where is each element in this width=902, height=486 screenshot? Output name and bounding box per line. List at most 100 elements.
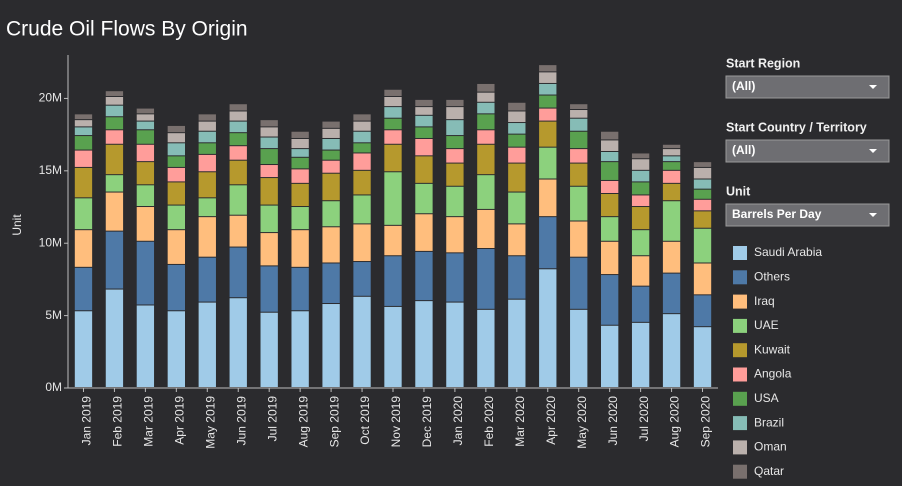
bar-segment	[570, 110, 588, 118]
bar-segment	[136, 185, 155, 207]
bar-segment	[631, 256, 650, 286]
bar-segment	[446, 136, 464, 149]
bar-segment	[446, 163, 464, 186]
bar-segment	[631, 230, 650, 256]
legend-swatch	[733, 440, 747, 455]
bar-segment	[74, 267, 93, 311]
dropdown[interactable]: (All)	[725, 139, 890, 163]
bar-segment	[291, 183, 309, 207]
bar-segment	[662, 314, 681, 387]
filter-label: Start Country / Territory	[726, 120, 867, 134]
bar-segment	[229, 185, 247, 215]
bar-segment	[353, 170, 371, 195]
bar-segment	[353, 114, 371, 121]
bar-segment	[229, 160, 247, 185]
bar-segment	[384, 225, 402, 256]
bar-segment	[477, 309, 495, 387]
dropdown-box	[725, 139, 890, 163]
bar-segment	[229, 111, 247, 121]
x-tick-label: Feb 2019	[111, 396, 125, 447]
bar-segment	[477, 130, 495, 144]
bar-segment	[136, 207, 155, 241]
bar-segment	[415, 127, 433, 138]
bar-segment	[446, 149, 464, 163]
bar-segment	[384, 172, 402, 225]
filter-label: Start Region	[726, 56, 800, 70]
bar-segment	[74, 198, 93, 230]
x-tick-label: Oct 2019	[358, 396, 372, 445]
bar-segment	[384, 256, 402, 306]
bar-segment	[662, 144, 681, 149]
bar-segment	[291, 157, 309, 169]
bar-segment	[105, 105, 124, 117]
bar-segment	[601, 140, 619, 152]
bar-segment	[105, 91, 124, 96]
dropdown-value: (All)	[732, 79, 755, 93]
bar-segment	[693, 162, 712, 167]
legend-swatch	[733, 246, 747, 260]
bar-segment	[136, 114, 155, 121]
x-tick-label: Aug 2019	[296, 396, 310, 448]
bar-segment	[198, 302, 216, 387]
bar-segment	[105, 96, 124, 105]
bar-segment	[105, 130, 124, 144]
bar-segment	[229, 104, 247, 111]
bar-segment	[601, 325, 619, 387]
x-tick-label: Aug 2020	[668, 396, 682, 448]
bar-segment	[291, 138, 309, 149]
bar-segment	[477, 209, 495, 249]
bar-segment	[167, 167, 185, 182]
dropdown[interactable]: (All)	[725, 75, 890, 99]
legend-label: Oman	[754, 440, 787, 454]
bar-segment	[415, 107, 433, 115]
x-tick-label: Jul 2019	[265, 396, 279, 442]
bar-segment	[353, 262, 371, 296]
bar-segment	[570, 149, 588, 163]
legend-label: Kuwait	[754, 342, 791, 356]
y-tick-label: 20M	[39, 91, 62, 105]
bar-segment	[105, 117, 124, 130]
bar-segment	[539, 83, 557, 95]
dropdown-value: (All)	[732, 143, 755, 157]
bar-segment	[322, 227, 340, 263]
y-axis-label: Unit	[10, 214, 24, 236]
bar-segment	[631, 286, 650, 322]
bar-segment	[167, 182, 185, 205]
bar-segment	[198, 143, 216, 154]
bar-segment	[260, 178, 278, 205]
bar-segment	[229, 298, 247, 387]
bar-segment	[136, 241, 155, 305]
dropdown-arrow	[869, 85, 877, 89]
bar-segment	[136, 162, 155, 185]
bar-segment	[539, 95, 557, 108]
bar-segment	[601, 193, 619, 217]
bar-segment	[74, 311, 93, 387]
x-tick-label: Feb 2020	[482, 396, 496, 447]
bar-segment	[477, 249, 495, 309]
bar-segment	[631, 207, 650, 230]
bar-segment	[229, 121, 247, 133]
bar-segment	[322, 304, 340, 387]
bar-segment	[353, 224, 371, 262]
x-tick-label: Dec 2019	[420, 396, 434, 448]
bar-segment	[446, 120, 464, 136]
bar-segment	[167, 143, 185, 156]
bar-segment	[384, 130, 402, 144]
bar-segment	[508, 299, 526, 387]
bar-segment	[601, 275, 619, 325]
bar-segment	[260, 127, 278, 137]
bar-segment	[105, 192, 124, 231]
bar-segment	[446, 302, 464, 387]
bar-segment	[167, 205, 185, 230]
legend-label: Saudi Arabia	[754, 245, 822, 259]
bar-segment	[415, 99, 433, 107]
x-tick-label: Apr 2019	[173, 396, 187, 445]
bar-segment	[198, 172, 216, 198]
dropdown[interactable]: Barrels Per Day	[725, 203, 890, 227]
y-tick-label: 15M	[39, 163, 62, 177]
bar-segment	[74, 136, 93, 150]
bar-segment	[662, 156, 681, 162]
bar-segment	[384, 107, 402, 118]
bar-segment	[291, 131, 309, 138]
